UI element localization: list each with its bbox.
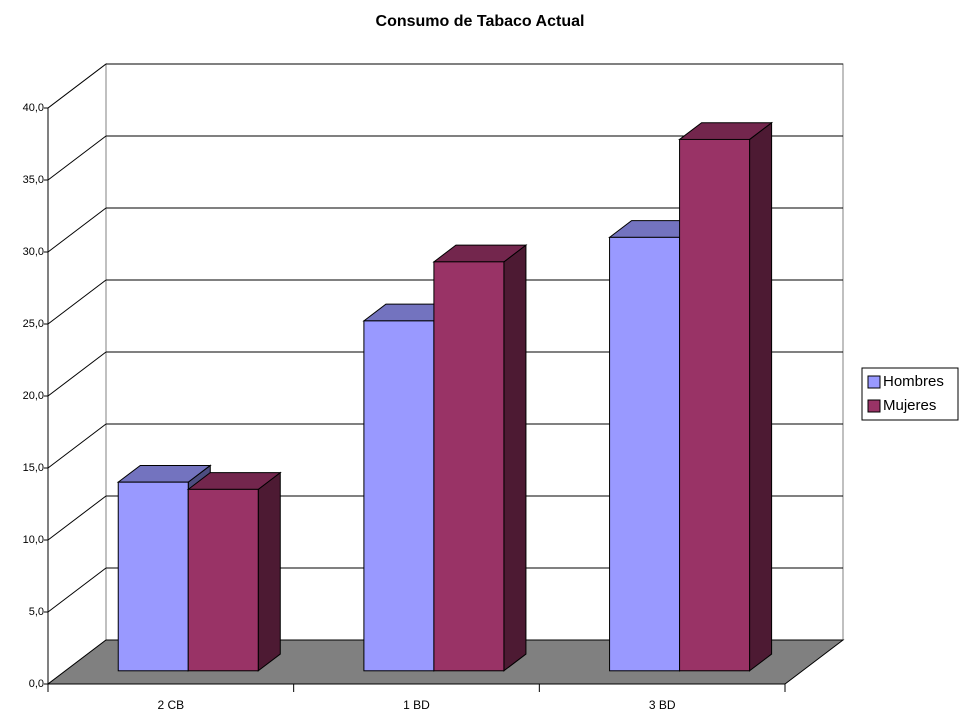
x-tick-label: 2 CB [157,698,184,712]
grid-line [47,63,107,109]
legend-label: Hombres [883,373,944,390]
y-tick-label: 10,0 [23,534,44,546]
chart-title: Consumo de Tabaco Actual [376,13,585,30]
x-tick-label: 1 BD [403,698,430,712]
bar [433,261,505,672]
grid-line [47,135,107,181]
grid-line [47,207,107,253]
y-tick-label: 40,0 [23,102,44,114]
y-tick-label: 15,0 [23,462,44,474]
legend-swatch [867,375,881,389]
y-tick-label: 25,0 [23,318,44,330]
grid-line [47,567,107,613]
grid-line [47,495,107,541]
bar [679,138,751,672]
y-tick-label: 35,0 [23,174,44,186]
x-tick-label: 3 BD [649,698,676,712]
bar-side [257,471,281,672]
grid-line [47,351,107,397]
bar [187,488,259,672]
legend-swatch [867,399,881,413]
bar-side [749,121,773,672]
legend-label: Mujeres [883,397,936,414]
bar-side [503,244,527,672]
bar [609,236,681,672]
y-tick-label: 0,0 [29,678,44,690]
grid-line [47,279,107,325]
y-tick-label: 30,0 [23,246,44,258]
y-tick-label: 5,0 [29,606,44,618]
bar [117,481,189,672]
bar [363,320,435,672]
y-tick-label: 20,0 [23,390,44,402]
grid-line [47,423,107,469]
